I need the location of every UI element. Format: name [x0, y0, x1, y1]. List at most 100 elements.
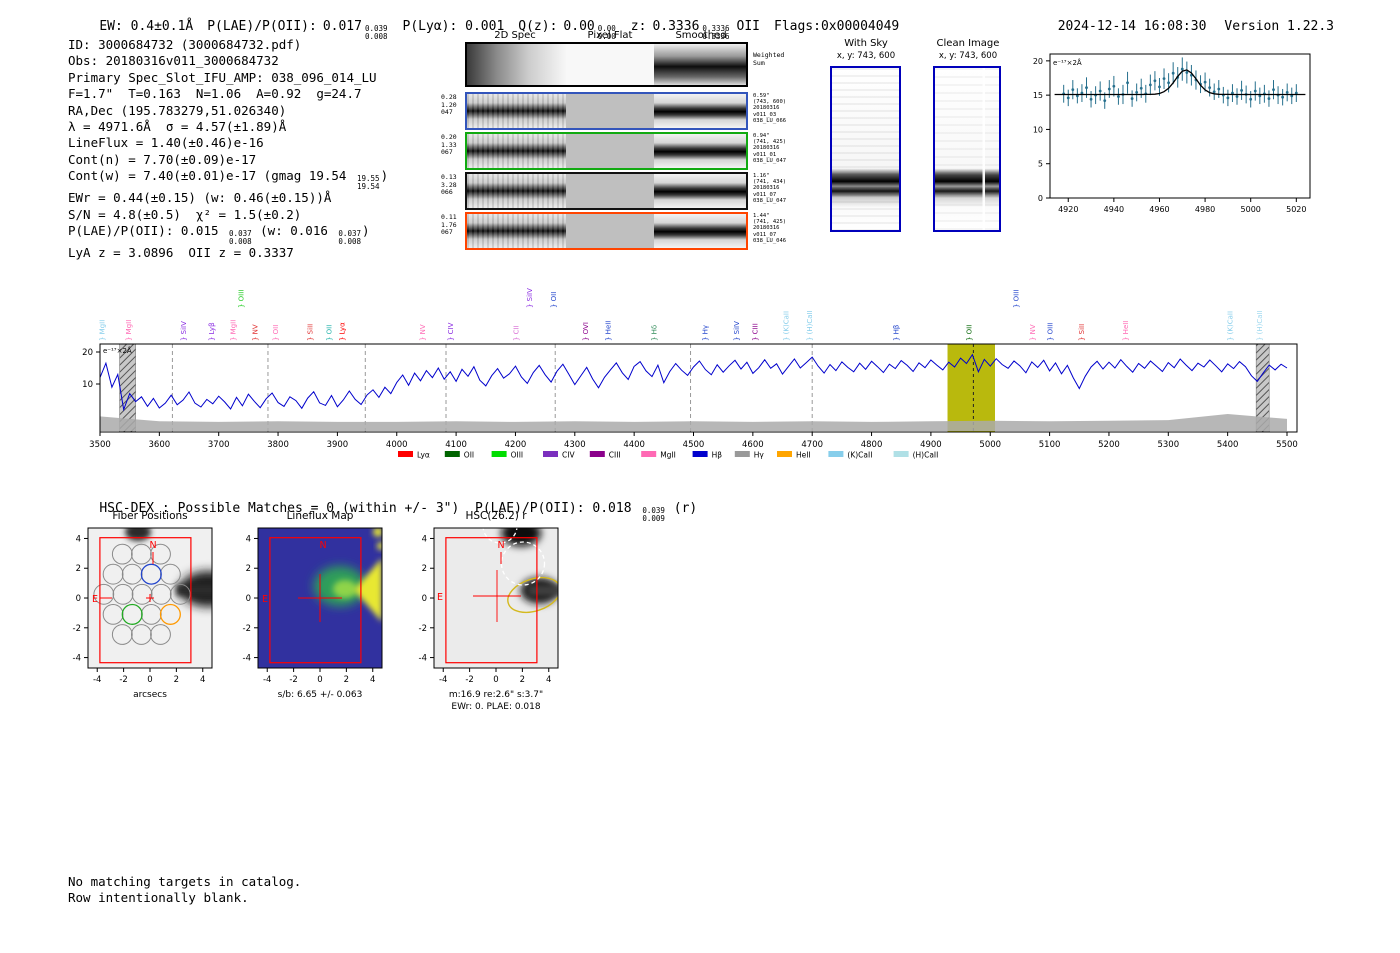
- cutout-y-tick-label: 4: [246, 534, 251, 544]
- emission-line-label: } Hγ: [702, 325, 710, 341]
- report-datetime: 2024-12-14 16:08:30: [1057, 19, 1207, 34]
- emission-line-label: } MgII: [125, 320, 133, 341]
- inset-y-tick-label: 20: [1033, 57, 1043, 66]
- sep-ellipse: [507, 576, 558, 614]
- spectrum-frame: [99, 343, 1298, 433]
- spectrum-line: [99, 353, 1288, 412]
- data-point: [1117, 95, 1120, 98]
- emission-line-label: } NV: [1029, 324, 1037, 341]
- x-tick-label: 5100: [1039, 440, 1061, 450]
- lineflux-map-title: Lineflux Map: [287, 510, 354, 522]
- data-point: [1226, 96, 1230, 100]
- spec2d-row-fiber-info: 1.16" (741, 434) 20180316 v011_07 038_LU_047: [753, 173, 787, 204]
- data-point: [1158, 85, 1161, 89]
- emission-line-label: } MgII: [229, 320, 237, 341]
- data-point: [1071, 88, 1075, 92]
- qz-value: 0.00: [563, 19, 595, 34]
- lineflux-yellow-speckle: [373, 528, 382, 537]
- inset-y-tick-label: 15: [1033, 91, 1043, 100]
- spec2d-image: [467, 44, 566, 85]
- x-tick-label: 4800: [861, 440, 883, 450]
- withsky-title: With Sky: [844, 38, 888, 49]
- emission-line-label: } (K)CaII: [782, 311, 790, 341]
- selected-fiber-orange: [159, 603, 181, 625]
- data-point: [1167, 81, 1170, 85]
- fiber-positions-cutout: Fiber Positions N E: [73, 510, 213, 700]
- fiber-circles: [93, 543, 191, 645]
- y-tick-label: 10: [82, 380, 93, 390]
- info-line-lineflux: LineFlux = 1.40(±0.46)e-16: [68, 135, 264, 151]
- fiber-axis-ticks: -4 -4 -2 -2 0 0 2 2 4 4: [73, 534, 206, 685]
- inset-x-tick-label: 4940: [1104, 205, 1124, 214]
- cutout-y-tick-label: 2: [422, 564, 427, 574]
- data-point: [1203, 80, 1207, 84]
- info-line-radec: RA,Dec (195.783279,51.026340): [68, 102, 287, 118]
- smoothed-image: [654, 174, 747, 208]
- spec2d-panel: Weighted Sum 2D Spec Pixel Flat Smoothed 0.…: [440, 30, 840, 265]
- clean-xy: x, y: 743, 600: [938, 51, 998, 61]
- cutout-y-tick-label: 0: [76, 594, 81, 604]
- x-tick-label: 3600: [149, 440, 171, 450]
- x-tick-label: 5300: [1157, 440, 1179, 450]
- cutout-x-tick-label: 4: [546, 675, 551, 685]
- cutout-x-tick-label: 0: [317, 675, 322, 685]
- spec2d-row: [465, 132, 748, 170]
- legend-label: MgII: [660, 451, 676, 460]
- data-point: [1148, 83, 1152, 87]
- info-line-ftna: F=1.7" T=0.163 N=1.06 A=0.92 g=24.7: [68, 86, 362, 102]
- spec2d-row-weights: 0.20 1.33 067: [441, 133, 457, 156]
- spec2d-row: [465, 42, 748, 87]
- info-line-ewr: EWr = 0.44(±0.15) (w: 0.46(±0.15))Å: [68, 190, 332, 206]
- dashed-aperture-circle: [500, 541, 546, 586]
- z-label: z:: [630, 19, 647, 34]
- legend-label: Hγ: [754, 451, 765, 460]
- selected-fiber-green: [121, 603, 143, 625]
- pixelflat-image: [565, 94, 655, 128]
- info-line-contw: Cont(w) = 7.40(±0.01)e-17 (gmag 19.54 19…: [68, 168, 389, 191]
- x-tick-label: 5400: [1217, 440, 1239, 450]
- cutout-y-tick-label: 4: [76, 534, 81, 544]
- legend-swatch: [734, 451, 750, 457]
- cutout-y-tick-label: -4: [419, 654, 427, 664]
- emission-line-label: } NV: [419, 324, 427, 341]
- lineflux-crosshair: [298, 574, 342, 622]
- data-point: [1285, 91, 1289, 94]
- legend-label: CIII: [609, 451, 621, 460]
- detection-info-block: ID: 3000684732 (3000684732.pdf) Obs: 201…: [68, 37, 388, 261]
- extraction-box: [445, 537, 538, 664]
- hsc-r-title: HSC(26.2) r: [465, 510, 527, 522]
- y-tick-label: 20: [82, 348, 93, 358]
- data-point: [1080, 91, 1084, 95]
- emission-line-label: } OII: [272, 325, 280, 341]
- info-line-contn: Cont(n) = 7.70(±0.09)e-17: [68, 151, 257, 167]
- qz-uncertainty: 0.00 0.00: [597, 24, 616, 41]
- pixelflat-image: [565, 174, 655, 208]
- full-spectrum-chart: 3500 3600 3700 3800 3900 4000 4100 4200 4300 4400…: [82, 288, 1298, 460]
- lineflux-caption: s/b: 6.65 +/- 0.063: [278, 690, 363, 700]
- emission-line-label: } CIV: [447, 322, 455, 341]
- report-version: Version 1.22.3: [1224, 19, 1334, 34]
- spec2d-image: [467, 214, 566, 248]
- lineflux-yellow-speckle: [377, 542, 382, 550]
- inset-frame: [1049, 53, 1311, 199]
- datetime-version: 2024-12-14 16:08:30 Version 1.22.3: [1026, 4, 1334, 49]
- data-point: [1212, 90, 1216, 94]
- cutout-y-tick-label: 0: [246, 594, 251, 604]
- galaxy-streak: [176, 584, 212, 596]
- info-line-lambda: λ = 4971.6Å σ = 4.57(±1.89)Å: [68, 119, 287, 135]
- data-point: [1139, 86, 1143, 90]
- data-point: [1272, 88, 1275, 92]
- data-point: [1162, 77, 1166, 81]
- data-point: [1267, 97, 1271, 100]
- footer-line-2: Row intentionally blank.: [68, 889, 249, 905]
- emission-line-label: } NV: [251, 324, 259, 341]
- legend-label: Lyα: [417, 451, 430, 460]
- spec2d-image: [467, 174, 566, 208]
- data-point: [1208, 86, 1212, 89]
- info-line-plae: P(LAE)/P(OII): 0.015 0.037 0.008 (w: 0.01…: [68, 223, 370, 246]
- data-point: [1231, 91, 1234, 95]
- smoothed-image: [654, 44, 747, 85]
- emission-line-label: } OIII: [1047, 323, 1055, 341]
- legend-swatch: [398, 451, 413, 457]
- x-tick-label: 4900: [920, 440, 942, 450]
